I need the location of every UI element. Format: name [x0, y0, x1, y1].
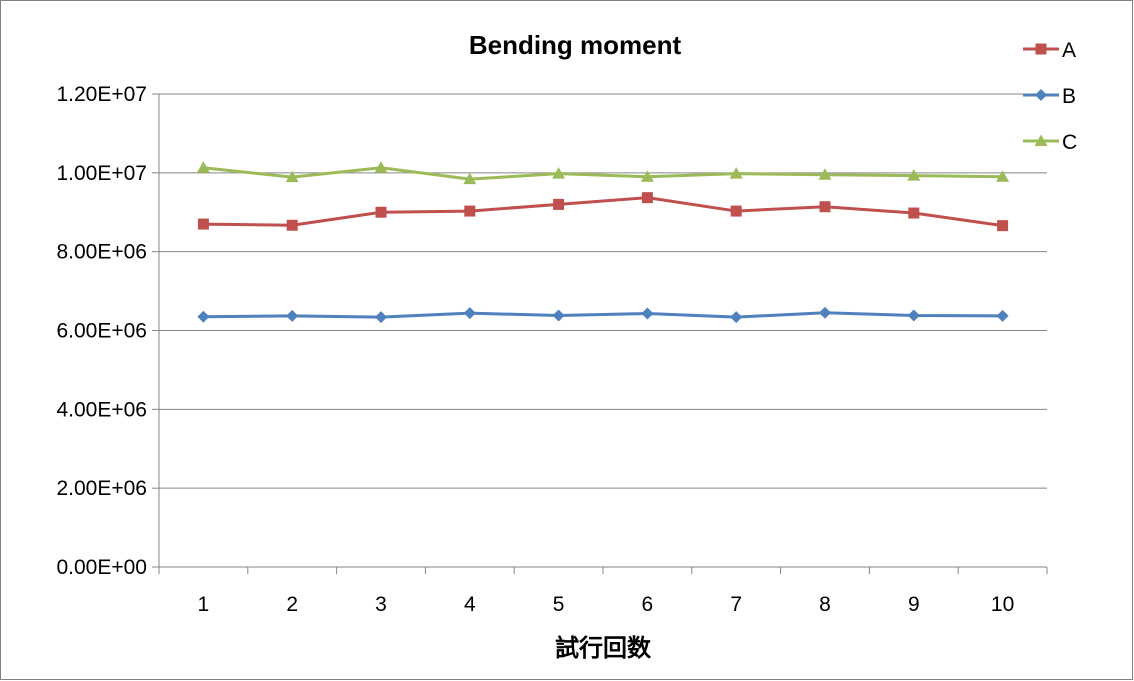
data-point-b: [996, 309, 1009, 322]
y-tick-label: 1.20E+07: [56, 83, 147, 106]
x-tick-label: 1: [198, 593, 210, 616]
data-point-b: [552, 309, 565, 322]
legend: ABC: [1023, 39, 1077, 154]
x-tick-label: 2: [286, 593, 298, 616]
x-tick-label: 9: [908, 593, 920, 616]
legend-label-a: A: [1062, 39, 1076, 62]
series-b: [197, 306, 1009, 324]
series-a: [197, 192, 1009, 232]
x-tick-label: 7: [730, 593, 742, 616]
series-line-b: [203, 311, 1003, 319]
data-point-c: [996, 170, 1010, 182]
x-tick-label: 4: [464, 593, 476, 616]
x-tick-label: 8: [819, 593, 831, 616]
data-point-a: [730, 205, 742, 217]
data-point-b: [907, 309, 920, 322]
legend-label-b: B: [1062, 85, 1076, 108]
data-point-b: [641, 307, 654, 320]
y-tick-label: 4.00E+06: [56, 398, 147, 421]
x-axis-ticks: 1 2 3 4 5 6 7 8 9 10: [158, 567, 1048, 616]
y-tick-label: 2.00E+06: [56, 477, 147, 500]
series-c: [196, 161, 1010, 185]
x-tick-label: 10: [991, 593, 1014, 616]
data-point-b: [286, 309, 299, 322]
data-point-a: [997, 220, 1009, 232]
data-point-a: [641, 192, 653, 204]
data-point-a: [197, 218, 209, 230]
data-point-a: [908, 207, 920, 219]
data-point-c: [818, 168, 832, 180]
x-axis-label: 試行回数: [555, 634, 652, 662]
data-point-a: [375, 206, 387, 218]
legend-marker-b: [1035, 89, 1047, 101]
data-point-c: [285, 170, 299, 183]
data-point-b: [730, 311, 743, 324]
data-point-a: [286, 219, 298, 231]
data-point-b: [375, 311, 387, 324]
series-layer: [196, 161, 1010, 324]
chart-title: Bending moment: [469, 30, 682, 60]
data-point-b: [197, 310, 210, 323]
legend-label-c: C: [1062, 131, 1077, 154]
y-tick-label: 6.00E+06: [56, 320, 147, 343]
x-tick-label: 5: [553, 593, 565, 616]
data-point-a: [464, 205, 476, 217]
data-point-b: [819, 306, 831, 319]
data-point-a: [553, 198, 565, 210]
data-point-c: [552, 167, 566, 179]
y-tick-label: 0.00E+00: [56, 556, 147, 579]
gridlines: [159, 93, 1047, 489]
data-point-c: [374, 161, 388, 173]
x-tick-label: 3: [375, 593, 387, 616]
data-point-c: [196, 161, 210, 173]
data-point-b: [463, 307, 476, 320]
y-tick-label: 1.00E+07: [56, 162, 147, 185]
data-point-c: [729, 167, 743, 179]
data-point-c: [463, 172, 477, 185]
data-point-c: [907, 169, 921, 181]
y-tick-label: 8.00E+06: [56, 241, 147, 264]
series-line-c: [203, 166, 1003, 181]
legend-marker-a: [1035, 43, 1047, 55]
series-line-a: [203, 196, 1003, 228]
y-axis-ticks: 0.00E+00 2.00E+06 4.00E+06 6.00E+06 8.00E+06…: [56, 83, 159, 579]
legend-marker-c: [1034, 134, 1048, 146]
data-point-a: [819, 201, 831, 213]
x-tick-label: 6: [642, 593, 654, 616]
data-point-c: [640, 170, 654, 182]
